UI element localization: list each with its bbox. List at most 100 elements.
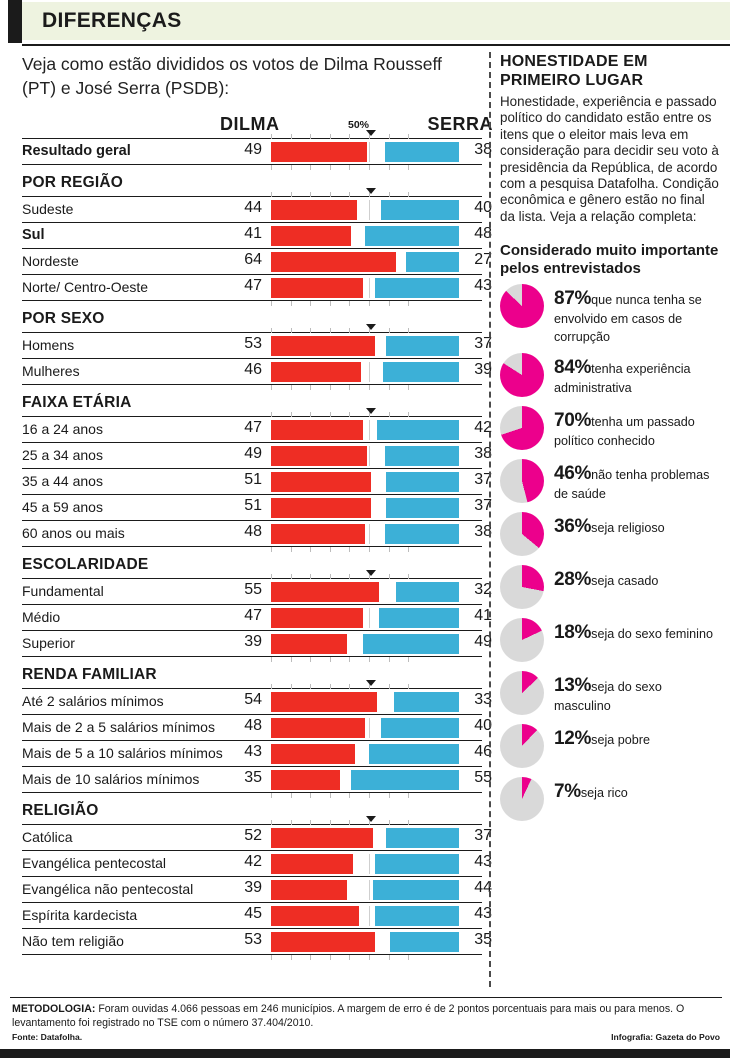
axis-tick	[310, 328, 311, 333]
row-value-dilma: 64	[244, 251, 262, 268]
sidebar-column: HONESTIDADE EM PRIMEIRO LUGAR Honestidad…	[500, 52, 722, 830]
bar-dilma	[271, 827, 373, 848]
row-label: 45 a 59 anos	[22, 499, 103, 515]
midpoint-line	[369, 607, 370, 628]
axis-tick	[330, 657, 331, 662]
bar-dilma	[271, 497, 371, 518]
row-label: 25 a 34 anos	[22, 447, 103, 463]
row-value-serra: 49	[474, 633, 492, 650]
axis-tick	[349, 793, 350, 798]
row-label: Mulheres	[22, 363, 80, 379]
table-row: 45 a 59 anos 51 37	[22, 495, 492, 521]
row-value-serra: 39	[474, 361, 492, 378]
row-label: Até 2 salários mínimos	[22, 693, 164, 709]
row-value-dilma: 49	[244, 445, 262, 462]
pie-item-percent: 87%	[554, 288, 592, 310]
midpoint-line	[369, 361, 370, 382]
bar-serra	[375, 277, 459, 298]
axis-tick	[389, 820, 390, 825]
pie-item-text: 84%tenha experiência administrativa	[554, 353, 722, 397]
bar-serra	[379, 607, 459, 628]
axis-tick	[369, 328, 370, 333]
pie-item-text: 18%seja do sexo feminino	[554, 618, 722, 644]
axis-tick	[408, 412, 409, 417]
midpoint-line	[369, 141, 370, 162]
row-label: Resultado geral	[22, 143, 131, 159]
table-row: Evangélica não pentecostal 39 44	[22, 877, 492, 903]
axis-ticks-top	[271, 574, 459, 579]
bar-group-title: FAIXA ETÁRIA	[22, 394, 132, 411]
bar-dilma	[271, 769, 340, 790]
bar-serra	[375, 905, 459, 926]
axis-tick	[349, 165, 350, 170]
table-row: 16 a 24 anos 47 42	[22, 408, 492, 443]
axis-ticks-bottom	[271, 657, 459, 662]
midpoint-line	[369, 277, 370, 298]
table-row: Fundamental 55 32	[22, 570, 492, 605]
bar-dilma	[271, 199, 357, 220]
methodology-text: METODOLOGIA: Foram ouvidas 4.066 pessoas…	[10, 998, 722, 1032]
bar-group-rows: Homens 53 37 Mulheres 46 39	[22, 324, 492, 390]
axis-tick	[389, 385, 390, 390]
axis-tick	[389, 192, 390, 197]
source-credit: Fonte: Datafolha.	[12, 1032, 83, 1043]
axis-tick	[271, 547, 272, 552]
row-label: Espírita kardecista	[22, 907, 138, 923]
row-value-serra: 37	[474, 471, 492, 488]
table-row: Evangélica pentecostal 42 43	[22, 851, 492, 877]
row-bar-track	[271, 497, 459, 518]
row-value-serra: 55	[474, 769, 492, 786]
axis-tick	[408, 165, 409, 170]
list-item: 46%não tenha problemas de saúde	[500, 459, 722, 505]
axis-ticks-bottom	[271, 385, 459, 390]
axis-tick	[330, 134, 331, 139]
row-value-serra: 43	[474, 277, 492, 294]
bar-group-rows: Até 2 salários mínimos 54 33 Mais de 2 a 5 …	[22, 680, 492, 798]
pie-item-description: seja rico	[580, 786, 628, 801]
table-row: Mulheres 46 39	[22, 359, 492, 390]
axis-tick	[330, 955, 331, 960]
axis-tick	[389, 955, 390, 960]
axis-tick	[369, 412, 370, 417]
row-bar-track	[271, 251, 459, 272]
row-label: Homens	[22, 337, 75, 353]
midpoint-pointer-icon	[366, 408, 376, 414]
bar-serra	[394, 691, 459, 712]
page-title: DIFERENÇAS	[42, 9, 182, 32]
pie-item-description: que nunca tenha se envolvido em casos de…	[554, 293, 702, 345]
row-bar-track	[271, 361, 459, 382]
axis-tick	[349, 955, 350, 960]
pie-item-description: não tenha problemas de saúde	[554, 468, 710, 502]
row-value-dilma: 43	[244, 743, 262, 760]
row-value-dilma: 48	[244, 717, 262, 734]
midpoint-line	[369, 905, 370, 926]
list-item: 36%seja religioso	[500, 512, 722, 558]
pie-item-text: 70%tenha um passado político conhecido	[554, 406, 722, 450]
row-value-serra: 40	[474, 199, 492, 216]
axis-tick	[389, 684, 390, 689]
row-value-serra: 40	[474, 717, 492, 734]
bar-serra	[363, 633, 459, 654]
row-value-dilma: 39	[244, 633, 262, 650]
bar-dilma	[271, 419, 363, 440]
bar-group-title: ESCOLARIDADE	[22, 556, 149, 573]
bar-dilma	[271, 743, 355, 764]
pie-item-percent: 46%	[554, 463, 592, 485]
pie-item-description: seja religioso	[591, 521, 665, 536]
row-bar-track	[271, 827, 459, 848]
axis-tick	[271, 165, 272, 170]
row-value-serra: 43	[474, 853, 492, 870]
row-bar-track	[271, 445, 459, 466]
axis-ticks-bottom	[271, 793, 459, 798]
pie-item-description: seja do sexo masculino	[554, 680, 662, 714]
pie-chart-icon	[500, 724, 544, 769]
row-bar-track	[271, 743, 459, 764]
table-row: Homens 53 37	[22, 324, 492, 359]
axis-tick	[389, 657, 390, 662]
axis-tick	[349, 657, 350, 662]
row-value-serra: 43	[474, 905, 492, 922]
row-value-dilma: 42	[244, 853, 262, 870]
axis-tick	[349, 574, 350, 579]
bar-serra	[375, 853, 459, 874]
bar-serra	[386, 827, 459, 848]
